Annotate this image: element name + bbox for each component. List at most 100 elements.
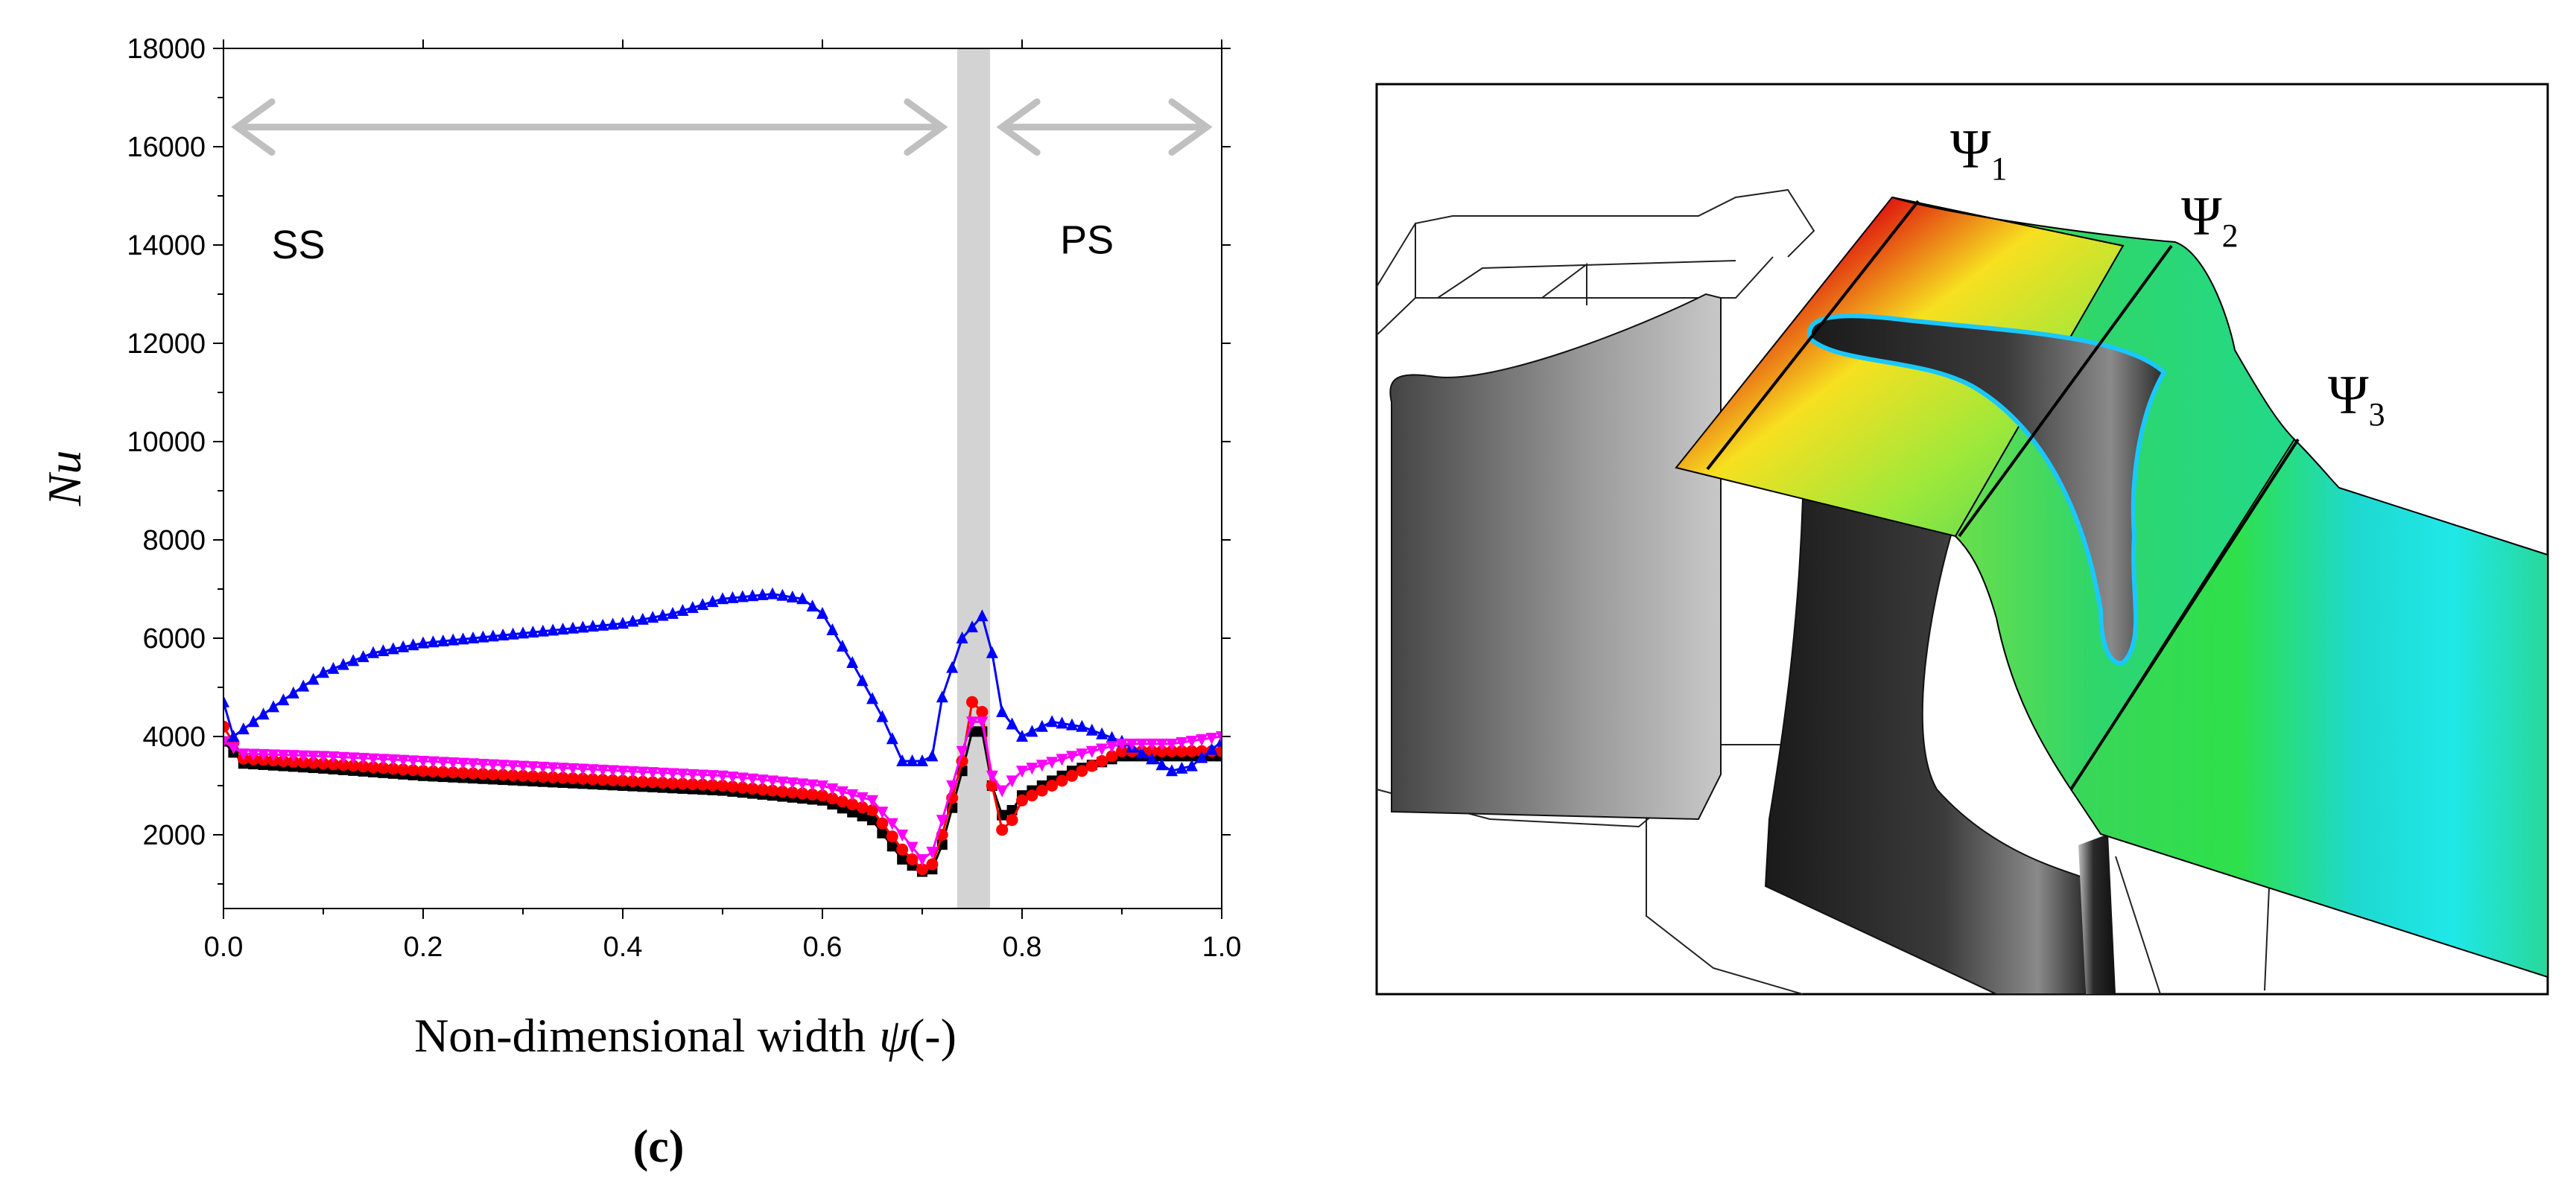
data-point-magenta-triangle-down (617, 766, 629, 778)
data-point-red-circle (976, 706, 989, 718)
data-point-red-circle (467, 767, 479, 780)
data-point-red-circle (407, 764, 419, 777)
data-point-blue-triangle (567, 621, 579, 634)
y-tick-label: 18000 (127, 34, 206, 65)
data-point-red-circle (606, 774, 619, 786)
data-point-magenta-triangle-down (856, 792, 869, 804)
data-point-red-circle (1146, 745, 1158, 757)
data-point-magenta-triangle-down (756, 774, 769, 787)
x-tick-label: 1.0 (1202, 932, 1242, 963)
data-point-red-circle (1085, 760, 1098, 772)
data-point-blue-triangle (427, 635, 440, 648)
data-point-magenta-triangle-down (786, 777, 799, 790)
data-point-red-circle (507, 769, 519, 782)
data-point-magenta-triangle-down (1046, 757, 1059, 769)
data-point-magenta-triangle-down (726, 771, 739, 784)
data-point-magenta-triangle-down (237, 748, 250, 761)
x-axis-symbol: ψ (879, 1009, 910, 1062)
data-point-red-circle (1096, 755, 1108, 767)
data-point-black-square (867, 815, 878, 826)
data-point-blue-triangle (527, 626, 539, 638)
data-point-blue-triangle (626, 614, 639, 627)
data-point-blue-triangle (1046, 715, 1059, 728)
data-point-red-circle (486, 768, 499, 780)
data-point-blue-triangle (1006, 717, 1018, 730)
data-point-magenta-triangle-down (257, 748, 270, 761)
data-point-red-circle (966, 696, 978, 708)
data-point-magenta-triangle-down (536, 761, 549, 774)
data-point-blue-triangle (1176, 761, 1188, 774)
data-point-red-circle (647, 776, 659, 789)
data-point-magenta-triangle-down (507, 760, 519, 772)
data-point-red-circle (676, 777, 689, 790)
data-point-blue-triangle (247, 715, 260, 728)
data-point-red-circle (1026, 789, 1038, 802)
data-point-magenta-triangle-down (746, 773, 759, 786)
x-axis-unit: (-) (909, 1009, 957, 1062)
data-point-blue-triangle (796, 592, 809, 605)
data-point-magenta-triangle-down (697, 769, 709, 782)
data-point-red-circle (1035, 784, 1048, 797)
trailing-cylinder (2078, 834, 2116, 994)
data-point-red-circle (307, 757, 320, 769)
y-tick-label: 16000 (127, 132, 206, 163)
data-point-magenta-triangle-down (1146, 738, 1158, 751)
data-point-blue-triangle (387, 642, 399, 655)
series-black-square (223, 726, 1222, 877)
data-point-blue-triangle (1066, 718, 1078, 731)
data-point-red-circle (756, 783, 769, 796)
x-tick-label: 0.8 (1003, 932, 1042, 963)
data-point-red-circle (567, 772, 579, 785)
data-point-red-circle (1166, 745, 1178, 757)
data-point-blue-triangle (697, 598, 709, 611)
data-point-red-circle (1056, 774, 1068, 787)
data-point-red-circle (656, 777, 669, 789)
outlet-region-psi3 (2069, 438, 2548, 979)
data-point-blue-triangle (417, 636, 429, 649)
data-point-red-circle (776, 785, 789, 798)
data-point-blue-triangle (467, 631, 479, 643)
data-point-blue-triangle (676, 604, 689, 617)
data-point-magenta-triangle-down (826, 783, 839, 795)
data-point-magenta-triangle-down (886, 818, 898, 830)
heat-transfer-contour-render: Ψ1 Ψ2 Ψ3 (1375, 83, 2549, 996)
data-point-magenta-triangle-down (1185, 735, 1198, 748)
data-point-red-circle (626, 775, 639, 788)
data-point-blue-triangle (1185, 759, 1198, 771)
y-tick-label: 12000 (127, 328, 206, 360)
data-point-red-circle (636, 775, 649, 788)
data-point-magenta-triangle-down (636, 766, 649, 779)
data-point-red-circle (896, 843, 909, 856)
axis-ticks: 0.0 0.2 0.4 0.6 0.8 1.0 2000 4000 6000 8000 10000 1… (127, 34, 1241, 963)
data-point-red-circle (1076, 765, 1088, 777)
data-point-magenta-triangle-down (287, 750, 299, 763)
region-arrowhead (231, 98, 276, 156)
data-point-magenta-triangle-down (866, 795, 878, 807)
data-point-red-circle (667, 777, 679, 789)
data-point-red-circle (577, 772, 589, 785)
data-point-red-circle (1046, 780, 1059, 792)
data-point-magenta-triangle-down (477, 758, 489, 771)
data-point-blue-triangle (517, 626, 529, 639)
data-point-blue-triangle (1155, 758, 1168, 771)
data-point-magenta-triangle-down (946, 780, 959, 792)
data-point-red-circle (697, 778, 709, 791)
series-line-blue-triangle (223, 593, 1222, 772)
data-point-red-circle (1006, 814, 1018, 827)
data-point-magenta-triangle-down (437, 757, 449, 769)
data-point-red-circle (397, 763, 410, 776)
data-point-blue-triangle (486, 629, 499, 642)
data-point-red-circle (767, 784, 778, 797)
data-point-red-circle (856, 801, 869, 814)
data-point-magenta-triangle-down (297, 750, 310, 763)
data-point-magenta-triangle-down (586, 764, 599, 777)
data-point-magenta-triangle-down (547, 762, 559, 774)
data-point-magenta-triangle-down (926, 847, 939, 859)
data-point-magenta-triangle-down (916, 854, 928, 866)
data-point-magenta-triangle-down (427, 756, 440, 769)
region-arrows (231, 98, 1213, 156)
data-point-magenta-triangle-down (796, 778, 809, 791)
data-point-blue-triangle (1196, 751, 1208, 763)
data-point-magenta-triangle-down (956, 745, 968, 758)
